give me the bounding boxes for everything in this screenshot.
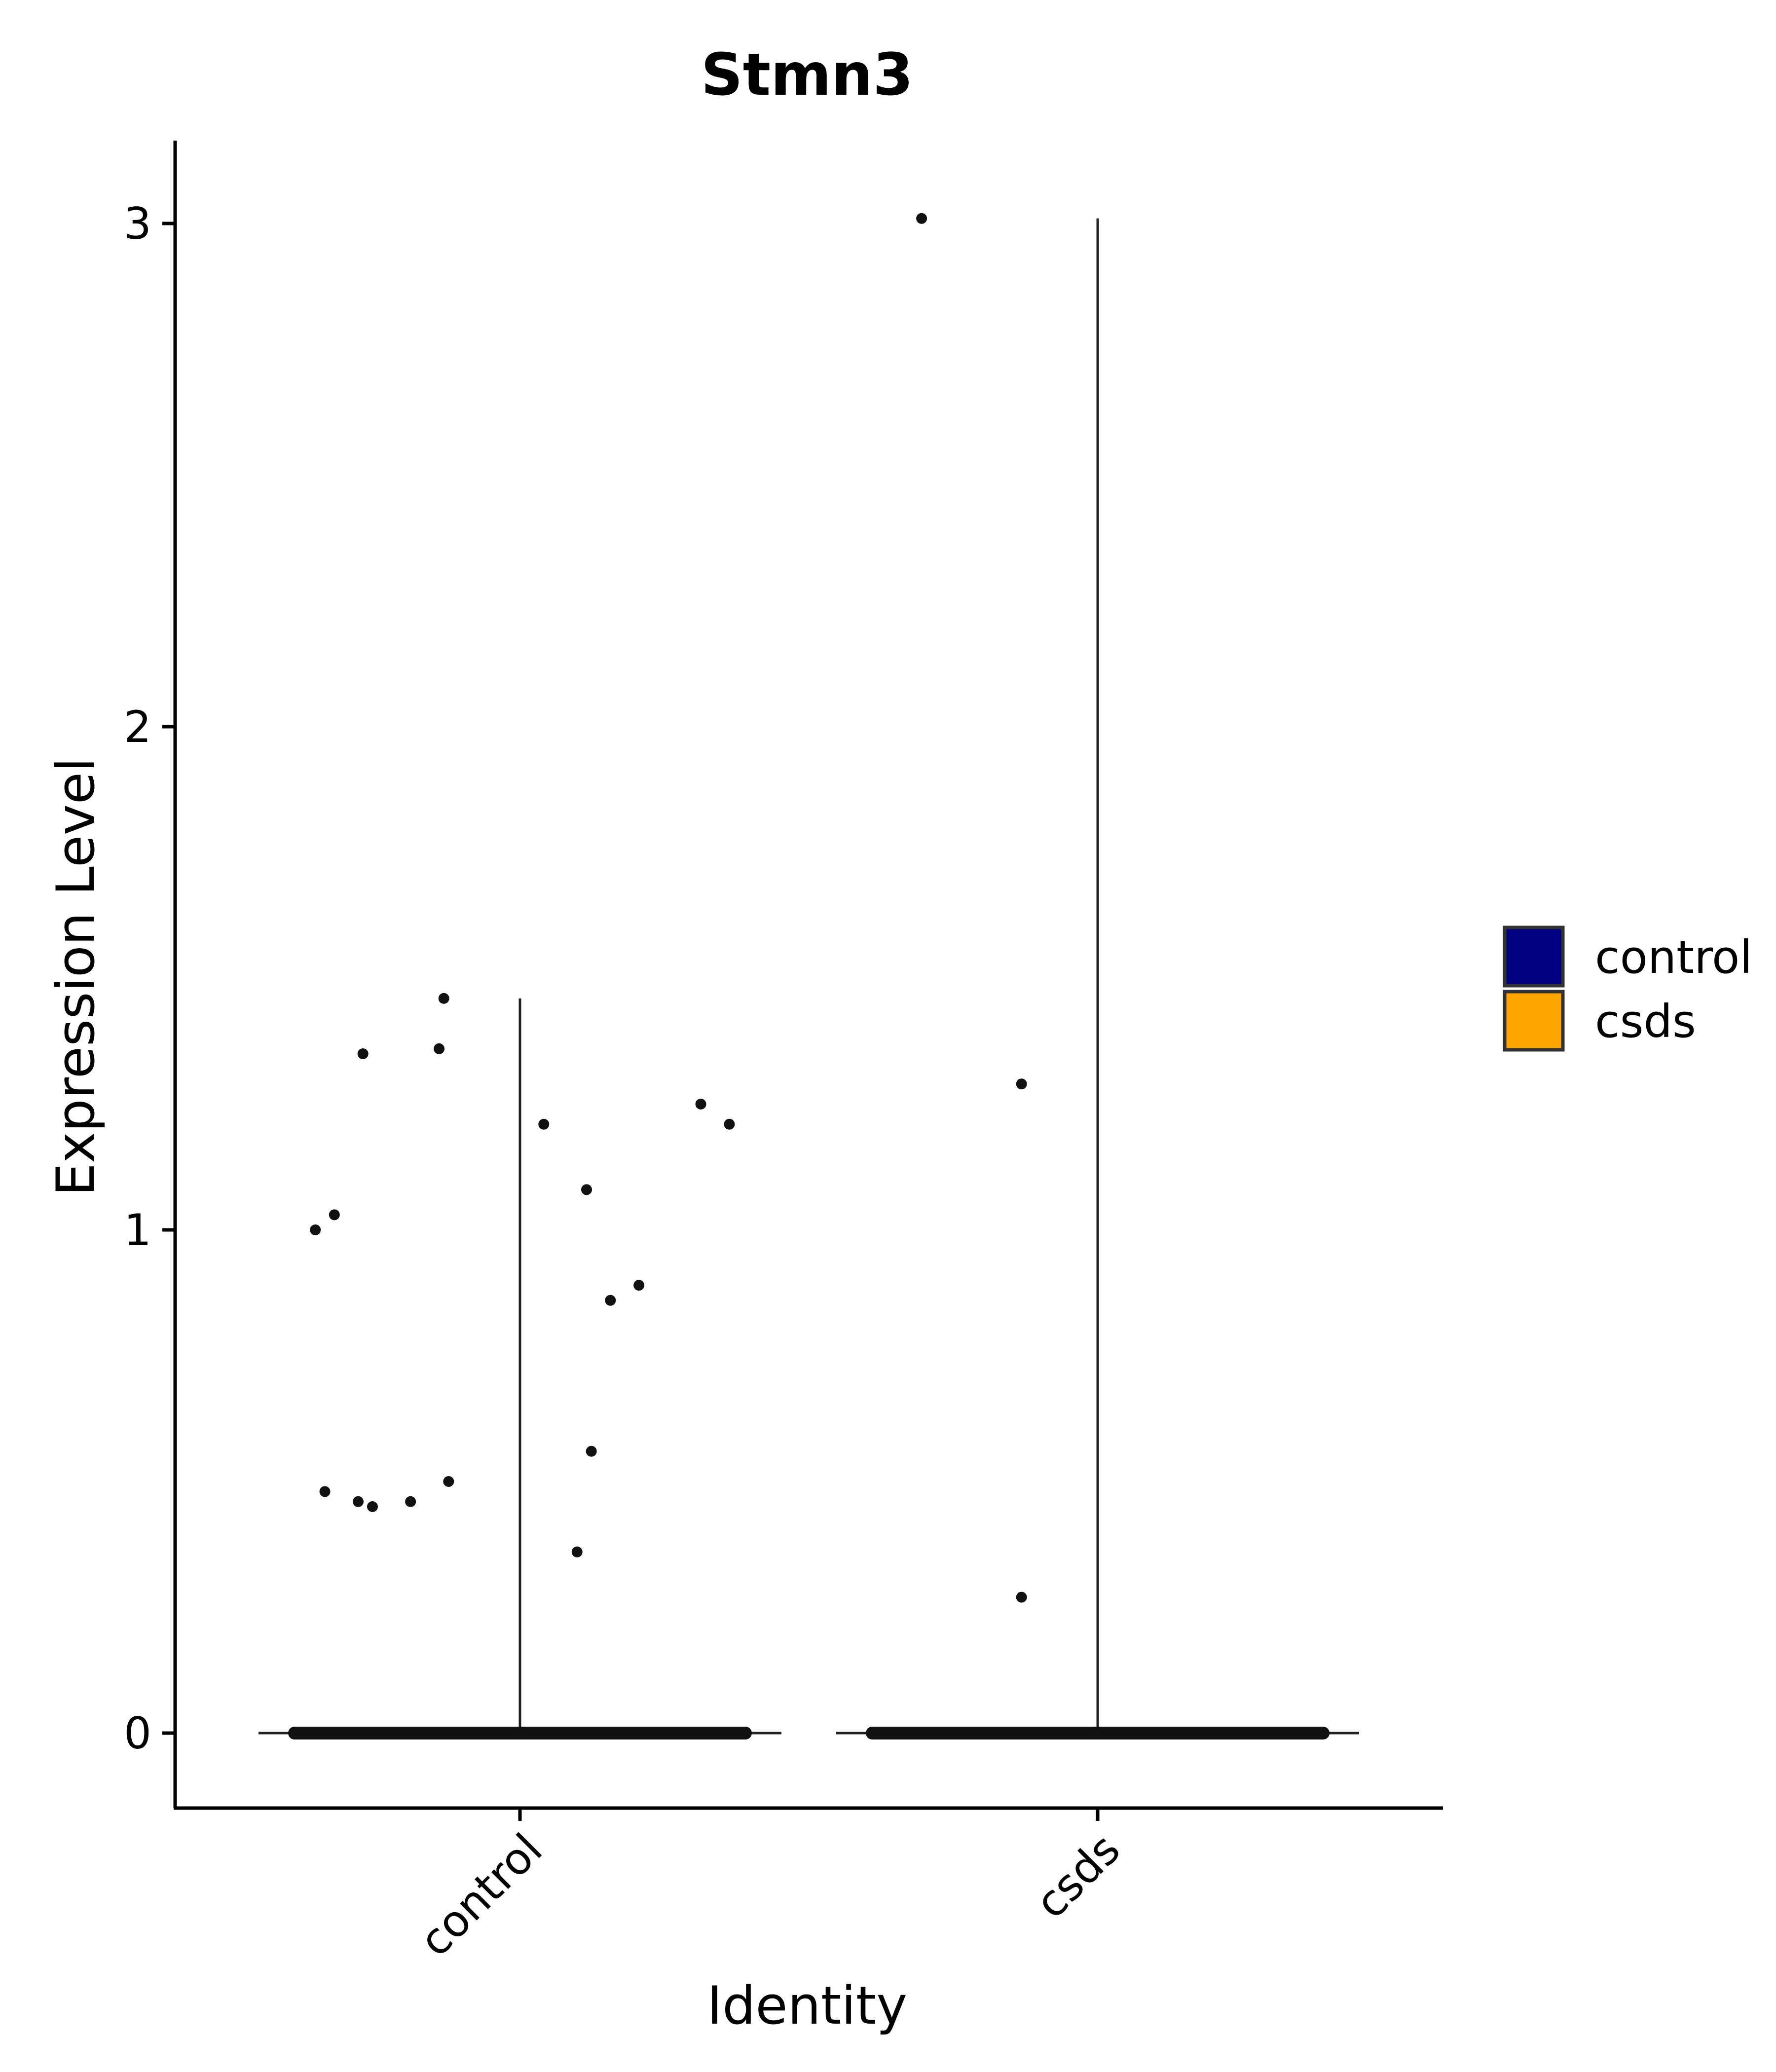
data-point bbox=[538, 1118, 550, 1130]
y-axis: 0 1 2 3 bbox=[124, 141, 177, 1808]
data-point bbox=[724, 1118, 735, 1130]
data-point bbox=[633, 1280, 645, 1291]
data-point bbox=[319, 1486, 331, 1497]
chart-title: Stmn3 bbox=[701, 40, 913, 109]
y-tick-label: 0 bbox=[124, 1708, 151, 1759]
data-point bbox=[1016, 1078, 1027, 1090]
y-tick-label: 1 bbox=[124, 1205, 151, 1256]
data-point bbox=[571, 1546, 583, 1557]
y-tick-label: 3 bbox=[124, 198, 151, 249]
data-point bbox=[443, 1476, 454, 1487]
legend-label: csds bbox=[1595, 995, 1696, 1048]
data-point bbox=[695, 1099, 706, 1110]
x-tick-label: control bbox=[409, 1824, 552, 1966]
legend-label: control bbox=[1595, 931, 1752, 984]
data-point bbox=[916, 213, 927, 224]
violin-csds bbox=[836, 213, 1359, 1739]
data-point bbox=[1016, 1591, 1027, 1603]
legend-swatch-control bbox=[1503, 925, 1565, 988]
x-axis-title: Identity bbox=[707, 1975, 907, 2036]
y-axis-title: Expression Level bbox=[45, 758, 106, 1196]
data-point bbox=[357, 1048, 369, 1059]
data-point bbox=[310, 1224, 321, 1235]
x-axis: control csds bbox=[174, 1806, 1443, 1966]
data-point bbox=[367, 1501, 378, 1512]
data-point bbox=[581, 1184, 592, 1195]
x-tick-label: csds bbox=[1025, 1824, 1129, 1928]
zero-points-band bbox=[866, 1727, 1330, 1739]
y-tick-label: 2 bbox=[124, 702, 151, 752]
legend-swatch-csds bbox=[1503, 990, 1565, 1052]
violin-control bbox=[259, 993, 781, 1739]
zero-points-band bbox=[288, 1727, 752, 1739]
data-point bbox=[586, 1445, 597, 1457]
data-point bbox=[438, 993, 449, 1004]
data-point bbox=[405, 1496, 416, 1507]
plot-area bbox=[259, 213, 1359, 1739]
data-point bbox=[434, 1043, 445, 1054]
data-point bbox=[329, 1209, 340, 1221]
data-point bbox=[353, 1496, 364, 1507]
legend: control csds bbox=[1503, 925, 1752, 1052]
data-point bbox=[605, 1295, 616, 1306]
